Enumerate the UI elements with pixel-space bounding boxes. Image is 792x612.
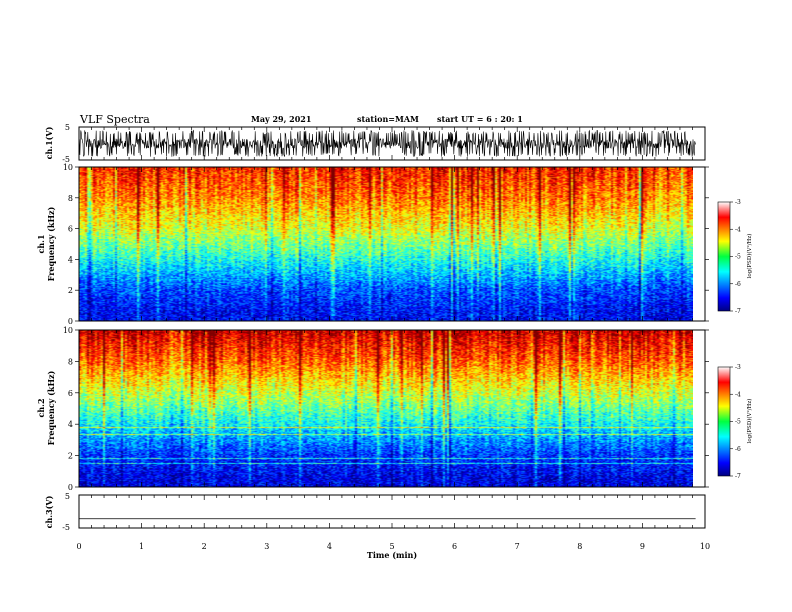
ch2-colorbar: -3 -4 -5 -6 -7 log(PSD)(V²/Hz): [717, 364, 753, 480]
ch1-waveform-ticks: [78, 127, 706, 160]
ch1-colorbar-tick-label: -5: [735, 254, 741, 261]
ch1-colorbar-tick-label: -4: [735, 226, 741, 233]
ch2-colorbar-gradient: [717, 366, 731, 477]
ch3-waveform-panel: 5 -5 ch.3(V) 0 1 2 3 4 5 6 7 8 9 10 Time (min): [44, 492, 710, 560]
time-tick-label: 8: [577, 542, 582, 551]
ch2-spec-ytick-label: 2: [68, 452, 73, 461]
time-tick-label: 9: [640, 542, 645, 551]
ch2-colorbar-tick-label: -4: [735, 391, 741, 398]
ch3-waveform-ylabel: ch.3(V): [44, 495, 54, 528]
time-tick-label: 4: [327, 542, 332, 551]
figure-title: VLF Spectra: [79, 113, 150, 126]
ch1-waveform-line: [78, 129, 696, 157]
time-tick-label: 5: [389, 542, 394, 551]
ch2-spec-ytick-label: 0: [68, 483, 73, 492]
ch2-spec-ytick-label: 6: [68, 389, 73, 398]
ch1-colorbar-tick-label: -6: [735, 281, 741, 288]
ch2-spectrogram-image: [79, 330, 693, 487]
ch3-ytick-bottom: -5: [62, 523, 70, 532]
time-tick-label: 0: [76, 542, 81, 551]
ch3-ytick-top: 5: [65, 492, 70, 501]
ch1-spectrogram-yticks: 0 2 4 6 8 10: [63, 163, 709, 326]
ch1-spec-ytick-label: 8: [68, 194, 73, 203]
time-tick-label: 7: [515, 542, 520, 551]
time-tick-label: 2: [202, 542, 207, 551]
ch1-colorbar-label: log(PSD)(V²/Hz): [746, 234, 753, 279]
time-axis-ticklabels: 0 1 2 3 4 5 6 7 8 9 10: [76, 542, 710, 551]
ch1-colorbar-tick-label: -7: [735, 308, 741, 315]
ch2-spectrogram-panel: 0 2 4 6 8 10 ch.2 Frequency (kHz): [36, 326, 709, 492]
ch1-waveform-panel: 5 -5 ch.1(V): [44, 123, 706, 164]
ch2-colorbar-tick-label: -3: [735, 364, 741, 371]
ch1-colorbar: -3 -4 -5 -6 -7 log(PSD)(V²/Hz): [717, 199, 753, 315]
ch2-colorbar-tick-label: -6: [735, 446, 741, 453]
ch2-spectrogram-ylabel-frequency: Frequency (kHz): [46, 370, 56, 445]
ch2-spec-ytick-label: 10: [63, 326, 73, 335]
ch1-colorbar-gradient: [717, 201, 731, 312]
ch1-spec-ytick-label: 4: [68, 255, 73, 264]
ch1-spec-ytick-label: 0: [68, 317, 73, 326]
ch1-spectrogram-panel: 0 2 4 6 8 10 ch.1 Frequency (kHz): [36, 163, 709, 326]
time-tick-label: 10: [700, 542, 710, 551]
start-time-label: start UT = 6 : 20: 1: [437, 114, 523, 124]
ch2-colorbar-tick-label: -5: [735, 419, 741, 426]
ch2-spectrogram-yticks: 0 2 4 6 8 10: [63, 326, 709, 492]
time-tick-label: 6: [452, 542, 457, 551]
ch1-colorbar-ticks: -3 -4 -5 -6 -7: [730, 199, 741, 315]
ch2-spec-ytick-label: 8: [68, 357, 73, 366]
time-axis-label: Time (min): [367, 550, 417, 560]
ch2-colorbar-tick-label: -7: [735, 473, 741, 480]
ch1-spectrogram-ylabel-channel: ch.1: [36, 234, 46, 253]
date-label: May 29, 2021: [251, 114, 311, 124]
ch1-ytick-top: 5: [65, 123, 70, 132]
time-tick-label: 1: [139, 542, 144, 551]
ch1-waveform-ylabel: ch.1(V): [44, 126, 54, 159]
station-label: station=MAM: [357, 114, 419, 124]
ch1-spectrogram-ylabel-frequency: Frequency (kHz): [46, 206, 56, 281]
ch1-colorbar-tick-label: -3: [735, 199, 741, 206]
ch1-ytick-bottom: -5: [62, 155, 70, 164]
ch2-spectrogram-ylabel-channel: ch.2: [36, 398, 46, 417]
ch2-spec-ytick-label: 4: [68, 420, 73, 429]
ch1-spectrogram-ticks: [78, 167, 706, 321]
ch1-spec-ytick-label: 2: [68, 286, 73, 295]
ch2-spectrogram-ticks: [78, 330, 706, 487]
ch2-colorbar-ticks: -3 -4 -5 -6 -7: [730, 364, 741, 480]
ch1-spec-ytick-label: 10: [63, 163, 73, 172]
ch2-colorbar-label: log(PSD)(V²/Hz): [746, 399, 753, 444]
time-tick-label: 3: [264, 542, 269, 551]
ch1-spectrogram-image: [79, 167, 693, 321]
ch3-waveform-ticks: [78, 495, 706, 528]
ch1-spec-ytick-label: 6: [68, 225, 73, 234]
